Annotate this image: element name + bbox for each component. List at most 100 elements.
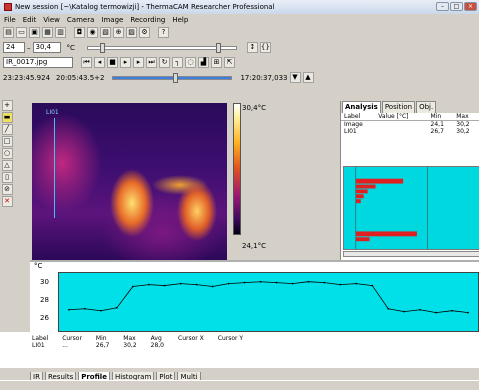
menu-file[interactable]: File: [4, 15, 16, 24]
circle-tool-icon[interactable]: ○: [1, 148, 13, 159]
profile-point: [100, 309, 102, 312]
last-frame-icon[interactable]: ⏭: [146, 57, 157, 68]
file-name-field[interactable]: IR_0017.jpg: [3, 57, 73, 68]
menu-image[interactable]: Image: [101, 15, 124, 24]
play-icon[interactable]: ▸: [120, 57, 131, 68]
close-button[interactable]: ×: [464, 2, 477, 11]
profile-point: [419, 308, 422, 311]
profile-point: [163, 284, 166, 287]
tab-analysis[interactable]: Analysis: [342, 101, 381, 113]
loop-icon[interactable]: ↻: [159, 57, 170, 68]
profile-point: [387, 307, 390, 310]
ytick-label: 30: [40, 278, 49, 286]
levels-icon[interactable]: {}: [259, 42, 271, 53]
snapshot-icon[interactable]: ◌: [185, 57, 196, 68]
analysis-panel: Analysis Position Obj. Label Value [°C] …: [340, 101, 479, 261]
maximize-button[interactable]: □: [450, 2, 463, 11]
polygon-tool-icon[interactable]: △: [1, 160, 13, 171]
save-icon[interactable]: ▣: [29, 27, 40, 38]
camera-icon[interactable]: ◘: [74, 27, 85, 38]
level-slider-thumb-right[interactable]: [215, 42, 221, 53]
scroll-up-icon[interactable]: ▲: [302, 72, 314, 83]
profile-point: [467, 311, 469, 314]
histogram-bar: [355, 178, 404, 184]
menu-camera[interactable]: Camera: [66, 15, 95, 24]
table-row[interactable]: LI01 ... 26,7 30,2 28,0: [32, 342, 164, 349]
timeline-slider[interactable]: [112, 72, 233, 83]
open-icon[interactable]: ▭: [16, 27, 27, 38]
chart-icon[interactable]: ▟: [198, 57, 209, 68]
minimize-button[interactable]: –: [436, 2, 449, 11]
record-icon[interactable]: ◉: [87, 27, 98, 38]
table-row[interactable]: Image 24,1 30,2: [344, 121, 470, 128]
menu-recording[interactable]: Recording: [130, 15, 166, 24]
profile-point: [259, 280, 262, 283]
min-temp-field[interactable]: 24: [3, 42, 25, 53]
stop-icon[interactable]: ■: [107, 57, 118, 68]
plot-unit: °C: [34, 262, 43, 270]
menu-view[interactable]: View: [43, 15, 60, 24]
palette-icon[interactable]: ▧: [100, 27, 111, 38]
delete-tool-icon[interactable]: ✕: [1, 196, 13, 207]
level-slider[interactable]: [86, 42, 237, 53]
diff-tool-icon[interactable]: ⊘: [1, 184, 13, 195]
profile-point: [339, 283, 342, 286]
menu-bar: File Edit View Camera Image Recording He…: [0, 14, 479, 25]
tab-position[interactable]: Position: [381, 101, 416, 113]
copy-icon[interactable]: ▥: [55, 27, 66, 38]
profile-results: Label Cursor Min Max Avg Cursor X Cursor…: [0, 332, 479, 368]
profile-point: [83, 307, 86, 310]
menu-help[interactable]: Help: [172, 15, 189, 24]
table-row[interactable]: LI01 26,7 30,2: [344, 128, 470, 135]
file-toolbar: IR_0017.jpg ⏮ ◂ ■ ▸ ▸ ⏭ ↻ ┐ ◌ ▟ ⊞ ⇱: [0, 56, 479, 69]
profile-point: [227, 282, 230, 285]
temperature-scale-bar: [233, 103, 241, 235]
cursor-tool-icon[interactable]: +: [1, 100, 13, 111]
profile-point: [243, 281, 246, 284]
spot-tool-icon[interactable]: ▬: [1, 112, 13, 123]
profile-point: [435, 311, 437, 314]
profile-plot-pane: °C 30 28 26: [30, 262, 479, 332]
thermal-image[interactable]: LI01: [32, 103, 227, 261]
menu-edit[interactable]: Edit: [22, 15, 37, 24]
pane-splitter[interactable]: [30, 260, 479, 262]
col-cursor-x: Cursor X: [178, 335, 204, 342]
first-frame-icon[interactable]: ⏮: [81, 57, 92, 68]
next-frame-icon[interactable]: ▸: [133, 57, 144, 68]
range-toolbar: 24 – 30,4 °C ↕ {}: [0, 41, 479, 54]
profile-point: [275, 281, 278, 284]
app-icon: [4, 3, 12, 11]
image-icon[interactable]: ▨: [126, 27, 137, 38]
zoom-in-icon[interactable]: ⊞: [211, 57, 222, 68]
isotherm-tool-icon[interactable]: ▯: [1, 172, 13, 183]
box-tool-icon[interactable]: □: [1, 136, 13, 147]
profile-point: [131, 285, 134, 288]
export-icon[interactable]: ⇱: [224, 57, 235, 68]
marker-icon[interactable]: ┐: [172, 57, 183, 68]
timeline-thumb[interactable]: [173, 72, 179, 83]
profile-point: [147, 283, 150, 286]
prev-frame-icon[interactable]: ◂: [94, 57, 105, 68]
tab-object[interactable]: Obj.: [416, 101, 437, 113]
auto-adjust-icon[interactable]: ↕: [246, 42, 258, 53]
profile-table: Label Cursor Min Max Avg Cursor X Cursor…: [32, 335, 257, 349]
profile-series-line: [68, 281, 469, 314]
print-icon[interactable]: ▦: [42, 27, 53, 38]
timeline-toolbar: 23:23:45.924 20:05:43.5+2 17:20:37,033 ▼…: [0, 71, 479, 84]
scroll-down-icon[interactable]: ▼: [289, 72, 301, 83]
zoom-icon[interactable]: ⊕: [113, 27, 124, 38]
settings-icon[interactable]: ⚙: [139, 27, 150, 38]
histogram-scrollbar[interactable]: [343, 251, 479, 257]
range-dash: –: [27, 43, 31, 52]
profile-chart[interactable]: [58, 272, 479, 332]
line-tool-marker[interactable]: [54, 118, 55, 218]
level-slider-thumb-left[interactable]: [99, 42, 105, 53]
col-max: Max: [123, 335, 136, 342]
max-temp-field[interactable]: 30,4: [32, 42, 61, 53]
new-icon[interactable]: ▤: [3, 27, 14, 38]
line-tool-icon[interactable]: ╱: [1, 124, 13, 135]
main-toolbar: ▤ ▭ ▣ ▦ ▥ ◘ ◉ ▧ ⊕ ▨ ⚙ ?: [0, 26, 479, 39]
profile-point: [291, 282, 294, 285]
help-icon[interactable]: ?: [158, 27, 169, 38]
profile-point: [355, 282, 358, 285]
